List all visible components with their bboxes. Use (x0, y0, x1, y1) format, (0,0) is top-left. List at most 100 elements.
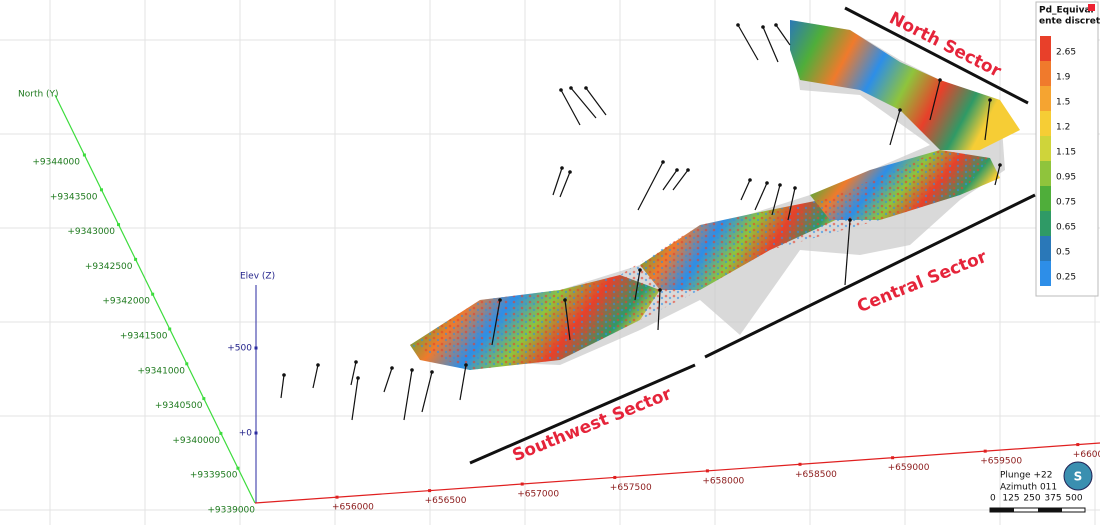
drill-hole (559, 171, 571, 198)
drill-hole (280, 374, 285, 399)
collar (661, 160, 665, 164)
drill-hole (740, 179, 751, 201)
drill-hole (775, 24, 791, 46)
north-axis-title: North (Y) (18, 90, 59, 100)
sector-line (844, 6, 1029, 105)
ore-body (410, 20, 1020, 370)
drill-hole (351, 377, 359, 421)
north-tick-label: +9339000 (207, 506, 255, 516)
legend-swatch (1040, 61, 1051, 86)
collar (430, 370, 434, 374)
collar (354, 360, 358, 364)
legend-swatch (1040, 136, 1051, 161)
drill-hole (634, 269, 641, 301)
collar (568, 170, 572, 174)
red-axis (254, 442, 1100, 504)
collar (774, 23, 778, 27)
legend-title: Pd_Equival (1039, 6, 1094, 16)
east-tick-label: +656500 (425, 496, 467, 506)
drill-hole (787, 187, 796, 221)
drill-hole (637, 161, 664, 211)
drill-hole (889, 109, 901, 146)
north-tick-label: +9339500 (190, 471, 238, 481)
north-tick-label: +9342500 (85, 262, 133, 272)
east-tick-label: +659000 (888, 463, 930, 473)
tick-mark (202, 397, 206, 401)
legend-label: 0.65 (1056, 223, 1076, 233)
elev-tick-label: +500 (227, 344, 252, 354)
east-tick-label: +657500 (610, 483, 652, 493)
legend-label: 1.2 (1056, 123, 1070, 133)
collar (282, 373, 286, 377)
drill-hole (844, 219, 851, 286)
tick-mark (1076, 443, 1080, 447)
sector-line (704, 193, 1036, 359)
north-tick-label: +9342000 (102, 297, 150, 307)
collar (765, 181, 769, 185)
collar (793, 186, 797, 190)
drill-hole (570, 87, 597, 119)
drill-hole (552, 167, 563, 196)
sector-label: Central Sector (854, 247, 990, 317)
scale-label: 125 (1002, 494, 1019, 504)
drill-hole (350, 361, 357, 386)
legend-swatch (1040, 186, 1051, 211)
east-tick-label: +659500 (980, 457, 1022, 467)
tick-mark (335, 495, 339, 499)
tick-mark (254, 346, 258, 350)
north-tick-label: +9341000 (137, 366, 185, 376)
drill-hole (762, 26, 779, 63)
legend-close[interactable] (1088, 4, 1095, 11)
collar (498, 298, 502, 302)
elev-tick-label: +0 (239, 429, 253, 439)
tick-mark (705, 469, 709, 473)
collar (356, 376, 360, 380)
collar (748, 178, 752, 182)
scale-label: 250 (1023, 494, 1040, 504)
collar (559, 88, 563, 92)
sector-label: Southwest Sector (510, 384, 675, 466)
tick-mark (219, 431, 223, 435)
plunge: Plunge +22 (1000, 471, 1052, 481)
tick-mark (428, 489, 432, 493)
azimuth: Azimuth 011 (1000, 483, 1057, 493)
legend-swatch (1040, 161, 1051, 186)
legend-label: 0.5 (1056, 248, 1070, 258)
scale-label: 500 (1065, 494, 1082, 504)
legend-label: 2.65 (1056, 48, 1076, 58)
drill-hole (312, 364, 319, 389)
tick-mark (254, 431, 258, 435)
drill-hole (771, 184, 781, 216)
tick-mark (82, 153, 86, 157)
legend-title: ente discrete (1039, 17, 1100, 27)
compass-letter: S (1074, 470, 1083, 484)
collar (848, 218, 852, 222)
collar (638, 268, 642, 272)
collar (563, 298, 567, 302)
tick-mark (613, 475, 617, 479)
collar (658, 288, 662, 292)
drill-hole (672, 169, 689, 191)
compass[interactable] (1063, 461, 1093, 491)
tick-mark (117, 223, 121, 227)
north-body (790, 20, 1020, 150)
drill-hole (491, 299, 501, 346)
elev-axis-title: Elev (Z) (240, 272, 275, 282)
collar (736, 23, 740, 27)
tick-mark (185, 362, 189, 366)
legend-swatch (1040, 261, 1051, 286)
east-tick-label: +658500 (795, 470, 837, 480)
legend-label: 0.25 (1056, 273, 1076, 283)
collar (778, 183, 782, 187)
legend-swatch (1040, 36, 1051, 61)
legend-label: 0.95 (1056, 173, 1076, 183)
drill-hole (657, 289, 661, 331)
north-tick-label: +9343000 (67, 227, 115, 237)
drill-holes (280, 23, 1002, 421)
legend-swatch (1040, 236, 1051, 261)
legend-label: 1.5 (1056, 98, 1070, 108)
scale-label: 0 (990, 494, 996, 504)
tick-mark (983, 449, 987, 453)
tick-mark (99, 188, 103, 192)
